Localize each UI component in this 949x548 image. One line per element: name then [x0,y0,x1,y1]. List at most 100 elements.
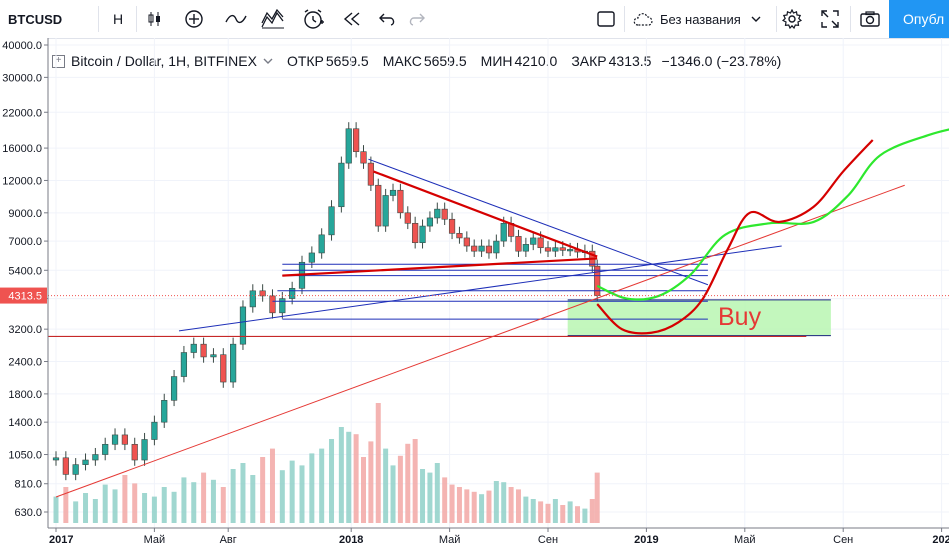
volume-bar [53,496,59,523]
symbol-search[interactable]: BTCUSD [8,11,63,27]
candle-body [52,457,60,461]
chevron-down-icon[interactable] [263,57,273,65]
candle-body [279,298,286,314]
volume-bar [83,493,89,523]
candle-body [500,222,507,242]
buy-annotation: Buy [718,303,762,331]
undo-icon[interactable] [374,0,400,38]
replay-icon[interactable] [338,0,366,38]
volume-bar [567,501,573,523]
candle-body [419,225,426,244]
candle-body [507,222,515,237]
volume-bar [427,472,433,523]
candle-body [581,250,588,253]
volume-bar [122,475,128,523]
candle-body [552,247,559,252]
x-tick-label: 2018 [339,534,363,546]
volume-bar [151,496,157,523]
expand-icon[interactable] [816,0,844,38]
candle-body [360,151,367,164]
layout-menu[interactable]: Без названия [632,0,778,38]
publish-button[interactable]: Опубл [889,0,949,38]
candle-body [441,208,448,220]
chevron-down-icon [751,16,761,22]
last-price-label: 4313.5 [8,291,42,303]
toolbar-divider [776,6,777,32]
x-tick-label: Май [439,534,461,546]
candle-body [190,343,197,353]
volume-bar [560,505,566,523]
volume-bar [383,448,389,523]
candle-body [298,261,306,289]
volume-bar [201,472,207,523]
volume-bar [161,487,167,523]
volume-bar [210,479,216,523]
volume-bar [319,448,325,523]
volume-bar [368,441,374,523]
indicators-icon[interactable] [180,0,208,38]
volume-bar [501,482,507,523]
candle-body [471,245,478,252]
candle-layer [52,122,601,481]
volume-bar [530,499,536,523]
buy-zone [567,299,831,336]
volume-bar [329,439,335,523]
volume-bar [464,489,470,523]
volume-bar [142,493,148,523]
candle-body [269,295,276,314]
interval-button[interactable]: H [112,11,124,27]
x-tick-label: 202 [932,534,949,546]
volume-bar [486,490,492,523]
redo-icon[interactable] [404,0,430,38]
camera-icon[interactable] [856,0,884,38]
compare-icon[interactable] [222,0,250,38]
candle-body [574,249,581,253]
x-tick-label: 2019 [634,534,658,546]
chart-title[interactable]: Bitcoin / Dollar, 1H, BITFINEX [71,53,257,69]
volume-bar [456,487,462,523]
volume-bar [471,491,477,523]
candle-body [463,237,470,247]
volume-bar [171,491,177,523]
candles-icon[interactable] [142,0,168,38]
forecast-red-curve [596,139,874,335]
close-value: 4313.5 [608,53,652,69]
volume-bar [112,489,118,523]
candle-body [353,128,360,152]
toolbar-divider [624,6,625,32]
trend-line-blue [368,158,709,286]
candle-body [404,212,411,224]
candle-body [239,306,247,345]
x-tick-label: Авг [220,534,237,546]
volume-bar [390,465,396,523]
trend-line-blue [178,245,782,332]
candle-body [102,443,109,455]
settings-gear-icon[interactable] [778,0,806,38]
candle-body [382,195,389,227]
expand-legend-icon[interactable]: + [52,54,65,68]
volume-bar [181,477,187,523]
drawing-layer [48,128,949,498]
volume-bar [92,499,98,523]
y-tick-label: 1400.0 [8,417,42,429]
trend-line-red [372,170,598,258]
volume-bar [405,443,411,523]
volume-bar [289,460,295,523]
fullscreen-rect-icon[interactable] [592,0,620,38]
candle-body [345,128,352,164]
y-axis-panel [0,38,48,548]
alert-clock-icon[interactable] [298,0,328,38]
y-tick-label: 810.0 [14,479,42,491]
volume-bar [397,455,403,523]
candle-body [230,343,237,383]
candle-body [220,354,227,383]
candle-body [567,249,574,252]
templates-icon[interactable] [258,0,288,38]
volume-bar [269,448,275,523]
volume-bar [442,477,448,523]
high-value: 5659.5 [423,53,467,69]
y-tick-label: 3200.0 [8,324,42,336]
top-toolbar: BTCUSD H Без названия Опубл [0,0,949,39]
y-tick-label: 30000.0 [2,72,42,84]
